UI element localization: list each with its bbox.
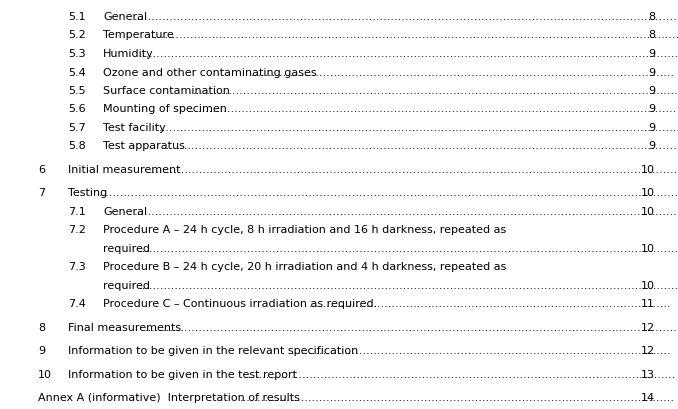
Text: ................................................................................: ........................................… (290, 346, 671, 356)
Text: 5.7: 5.7 (68, 123, 85, 133)
Text: Humidity: Humidity (103, 49, 154, 59)
Text: Test apparatus: Test apparatus (103, 141, 185, 151)
Text: 9: 9 (648, 141, 655, 151)
Text: ................................................................................: ........................................… (145, 322, 678, 332)
Text: ................................................................................: ........................................… (138, 243, 678, 254)
Text: ................................................................................: ........................................… (151, 30, 678, 40)
Text: 5.5: 5.5 (68, 86, 85, 96)
Text: 10: 10 (641, 243, 655, 254)
Text: 10: 10 (641, 164, 655, 175)
Text: 9: 9 (648, 67, 655, 77)
Text: 11: 11 (641, 299, 655, 309)
Text: 10: 10 (38, 369, 52, 379)
Text: Information to be given in the relevant specification: Information to be given in the relevant … (68, 346, 358, 356)
Text: ................................................................................: ........................................… (149, 164, 678, 175)
Text: 7.2: 7.2 (68, 225, 86, 235)
Text: 14: 14 (641, 393, 655, 402)
Text: ................................................................................: ........................................… (240, 393, 675, 402)
Text: 9: 9 (38, 346, 45, 356)
Text: ................................................................................: ........................................… (134, 207, 678, 216)
Text: 12: 12 (641, 346, 655, 356)
Text: 10: 10 (641, 280, 655, 290)
Text: ................................................................................: ........................................… (245, 369, 676, 379)
Text: Procedure C – Continuous irradiation as required.: Procedure C – Continuous irradiation as … (103, 299, 377, 309)
Text: ................................................................................: ........................................… (159, 123, 678, 133)
Text: 7.3: 7.3 (68, 262, 85, 272)
Text: Surface contamination: Surface contamination (103, 86, 230, 96)
Text: General: General (103, 12, 147, 22)
Text: 7.1: 7.1 (68, 207, 85, 216)
Text: 5.2: 5.2 (68, 30, 85, 40)
Text: 5.4: 5.4 (68, 67, 85, 77)
Text: 9: 9 (648, 123, 655, 133)
Text: Procedure A – 24 h cycle, 8 h irradiation and 16 h darkness, repeated as: Procedure A – 24 h cycle, 8 h irradiatio… (103, 225, 506, 235)
Text: ................................................................................: ........................................… (138, 280, 678, 290)
Text: Mounting of specimen: Mounting of specimen (103, 104, 227, 114)
Text: ................................................................................: ........................................… (251, 67, 675, 77)
Text: ................................................................................: ........................................… (99, 188, 678, 198)
Text: 9: 9 (648, 49, 655, 59)
Text: 10: 10 (641, 207, 655, 216)
Text: ................................................................................: ........................................… (138, 49, 678, 59)
Text: ................................................................................: ........................................… (163, 141, 678, 151)
Text: Testing: Testing (68, 188, 107, 198)
Text: ................................................................................: ........................................… (134, 12, 678, 22)
Text: 5.1: 5.1 (68, 12, 85, 22)
Text: Ozone and other contaminating gases: Ozone and other contaminating gases (103, 67, 317, 77)
Text: Annex A (informative)  Interpretation of results: Annex A (informative) Interpretation of … (38, 393, 300, 402)
Text: 9: 9 (648, 86, 655, 96)
Text: 10: 10 (641, 188, 655, 198)
Text: Test facility: Test facility (103, 123, 165, 133)
Text: ................................................................................: ........................................… (193, 86, 678, 96)
Text: Information to be given in the test report: Information to be given in the test repo… (68, 369, 297, 379)
Text: 9: 9 (648, 104, 655, 114)
Text: 8: 8 (38, 322, 45, 332)
Text: ................................................................................: ........................................… (188, 104, 677, 114)
Text: 12: 12 (641, 322, 655, 332)
Text: Procedure B – 24 h cycle, 20 h irradiation and 4 h darkness, repeated as: Procedure B – 24 h cycle, 20 h irradiati… (103, 262, 506, 272)
Text: 6: 6 (38, 164, 45, 175)
Text: 7.4: 7.4 (68, 299, 86, 309)
Text: General: General (103, 207, 147, 216)
Text: 8: 8 (648, 12, 655, 22)
Text: 8: 8 (648, 30, 655, 40)
Text: Initial measurement: Initial measurement (68, 164, 180, 175)
Text: 7: 7 (38, 188, 45, 198)
Text: 5.6: 5.6 (68, 104, 85, 114)
Text: 5.3: 5.3 (68, 49, 85, 59)
Text: 5.8: 5.8 (68, 141, 85, 151)
Text: 13: 13 (641, 369, 655, 379)
Text: required: required (103, 280, 150, 290)
Text: Final measurements: Final measurements (68, 322, 181, 332)
Text: ................................................................................: ........................................… (309, 299, 671, 309)
Text: Temperature: Temperature (103, 30, 174, 40)
Text: required: required (103, 243, 150, 254)
